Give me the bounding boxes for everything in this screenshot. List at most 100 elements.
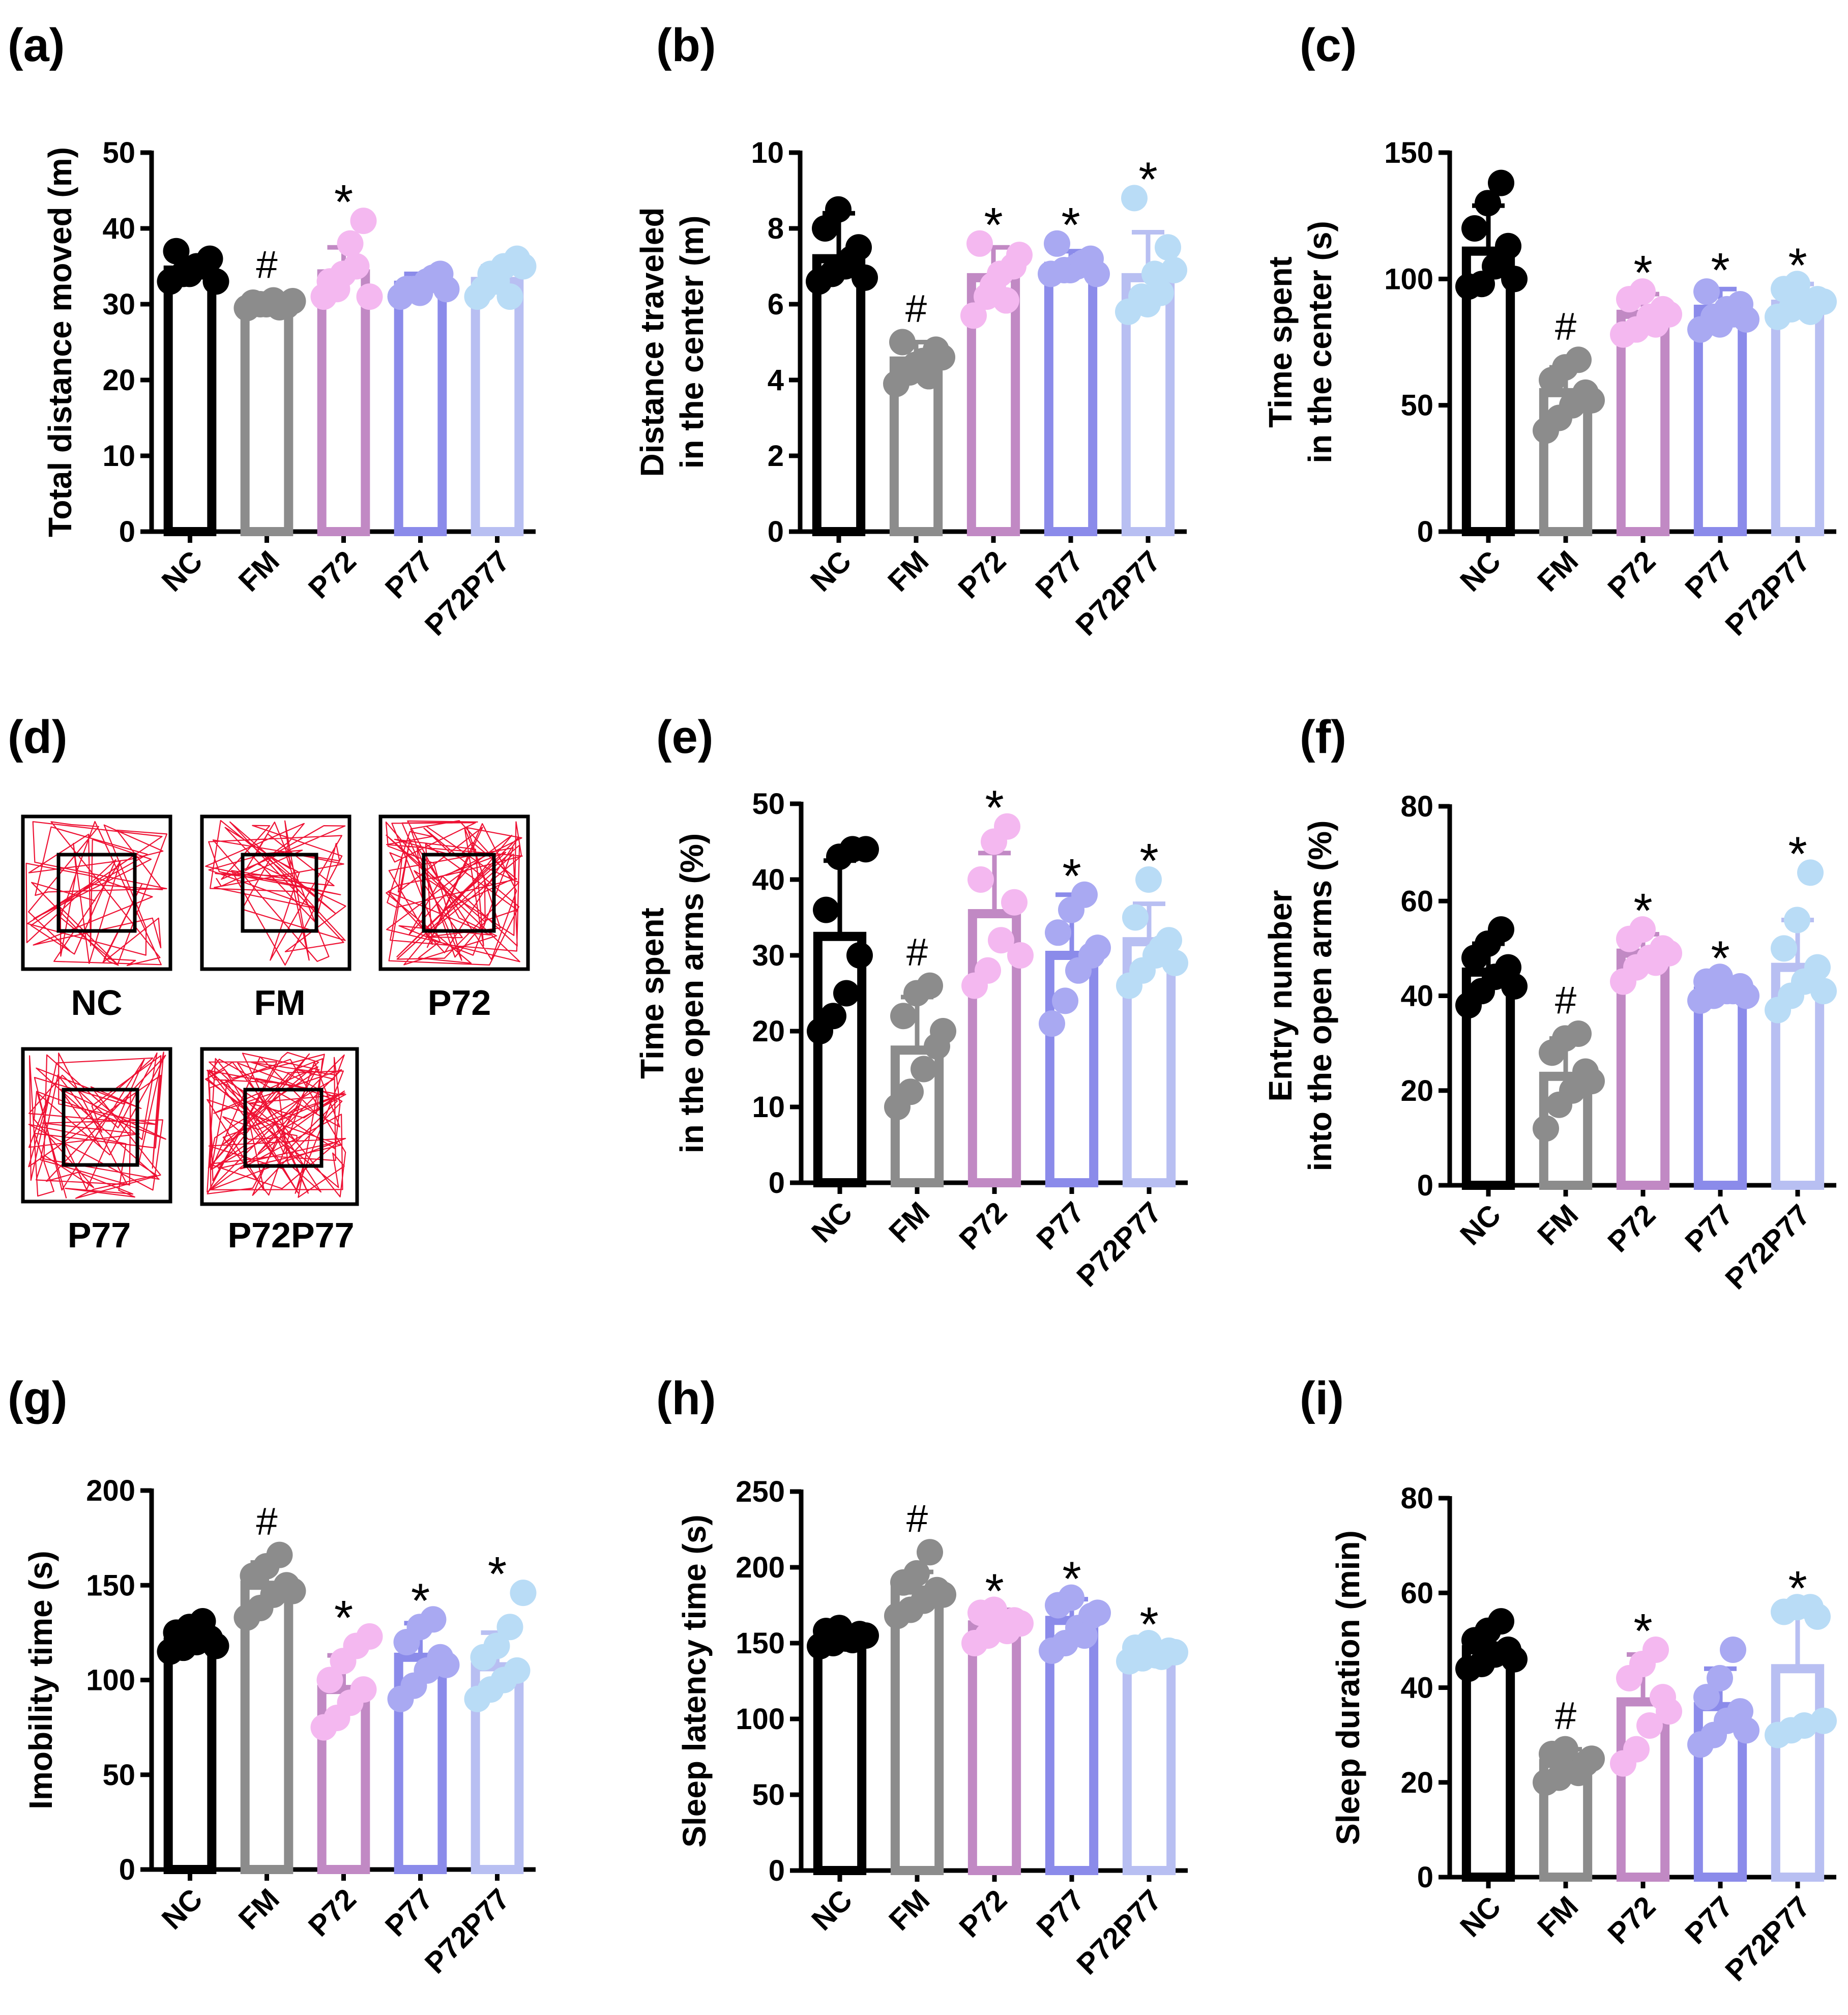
y-tick-label: 40: [752, 863, 785, 896]
track-caption-p72: P72: [428, 983, 491, 1023]
data-point: [1629, 278, 1656, 305]
y-tick-label: 80: [1400, 1482, 1433, 1515]
y-axis-title-line: Distance traveled: [634, 207, 670, 477]
data-point: [1810, 978, 1837, 1005]
chart-panel-h: (h) 0 50 100 150 200 250 Sleep latency time (s)…: [656, 1372, 1188, 1981]
y-axis-title-line: Total distance moved (m): [42, 147, 78, 537]
bar-fm: [240, 1581, 294, 1874]
x-category-label: P72P77: [1070, 1883, 1168, 1981]
bar-p72: [317, 269, 370, 537]
data-point: [1810, 288, 1837, 315]
y-tick-label: 200: [736, 1551, 785, 1584]
x-category-label: P77: [379, 1882, 439, 1943]
data-point: [1733, 306, 1759, 333]
x-category-label: P77: [1030, 1195, 1091, 1256]
track-caption-p72p77: P72P77: [227, 1215, 354, 1255]
bar-nc: [813, 1631, 867, 1876]
y-tick-label: 0: [768, 515, 784, 548]
data-point: [420, 1606, 447, 1633]
data-point: [1488, 1608, 1514, 1635]
data-point: [1733, 982, 1759, 1009]
data-point: [1121, 185, 1148, 212]
data-point: [1501, 1646, 1528, 1673]
y-tick-label: 40: [102, 212, 135, 245]
x-category-label: P72P77: [1719, 544, 1816, 642]
significance-hash: #: [256, 243, 277, 286]
x-category-label: FM: [232, 1882, 286, 1936]
significance-star: *: [985, 781, 1004, 835]
bar-p72p77: [1771, 1664, 1825, 1882]
data-point: [1501, 266, 1528, 293]
data-point: [202, 1632, 229, 1659]
x-category-label: NC: [1454, 1890, 1507, 1943]
y-axis-title-line: into the open arms (%): [1302, 821, 1338, 1172]
y-tick-label: 8: [768, 212, 784, 245]
x-category-label: P77: [1679, 1198, 1739, 1259]
y-axis-title-line: Sleep duration (min): [1330, 1530, 1366, 1845]
y-tick-label: 4: [768, 364, 784, 397]
chart-panel-f: (f) 0 20 40 60 80 Entry numberinto the open ar…: [1262, 711, 1837, 1296]
x-category-label: FM: [883, 1195, 936, 1249]
bar-fm: [240, 300, 294, 536]
y-tick-label: 50: [752, 787, 785, 821]
chart-panel-g: (g) 0 50 100 150 200 Imobility time (s) NC # FM * P…: [8, 1372, 537, 1980]
data-point: [1797, 859, 1824, 886]
data-point: [504, 1657, 531, 1684]
data-point: [1044, 230, 1070, 257]
y-tick-label: 100: [86, 1664, 135, 1697]
data-point: [1135, 866, 1162, 893]
y-axis-title: Time spentin the open arms (%): [634, 833, 710, 1153]
data-point: [337, 230, 364, 257]
track-caption-nc: NC: [71, 983, 122, 1023]
y-axis-title-line: Sleep latency time (s): [676, 1514, 713, 1847]
trajectory-path: [25, 821, 168, 966]
x-category-label: P72: [952, 544, 1012, 605]
significance-star: *: [488, 1547, 507, 1601]
track-image-p72: P72: [378, 814, 530, 1023]
x-category-label: P72: [302, 544, 363, 605]
significance-star: *: [1711, 931, 1729, 985]
y-tick-label: 0: [769, 1166, 785, 1200]
data-point: [930, 1581, 956, 1608]
data-point: [1488, 916, 1514, 943]
data-point: [1578, 1745, 1605, 1772]
data-point: [1122, 904, 1149, 931]
y-axis-title-line: Time spent: [634, 908, 670, 1079]
bar-nc: [813, 931, 867, 1187]
y-tick-label: 2: [768, 440, 784, 473]
panel-d-tracks: (d) NC FM P72 P77: [8, 711, 530, 1255]
x-category-label: P77: [1679, 544, 1739, 605]
x-category-label: NC: [155, 544, 209, 598]
data-point: [911, 1056, 937, 1083]
chart-panel-b: (b) 0 2 4 6 8 10 Distance traveledin the center…: [634, 19, 1187, 642]
x-category-label: NC: [155, 1882, 209, 1936]
y-axis-title-line: in the center (m): [673, 216, 710, 469]
significance-star: *: [1633, 246, 1652, 300]
data-point: [916, 363, 942, 390]
bar-p77: [394, 280, 447, 536]
data-point: [1084, 935, 1111, 961]
data-point: [1623, 1736, 1650, 1763]
significance-hash: #: [906, 1497, 928, 1540]
x-category-label: P72: [1601, 1890, 1662, 1950]
y-axis-title: Time spentin the center (s): [1262, 221, 1338, 463]
bar-nc: [163, 265, 217, 536]
data-point: [975, 957, 1001, 984]
x-category-label: NC: [1454, 1198, 1507, 1251]
significance-hash: #: [1555, 305, 1576, 348]
data-point: [1552, 1736, 1578, 1763]
x-category-label: P72: [953, 1195, 1013, 1256]
data-point: [1461, 215, 1488, 242]
y-tick-label: 250: [736, 1475, 785, 1508]
significance-star: *: [1062, 1552, 1081, 1607]
data-point: [1162, 1639, 1188, 1666]
x-category-label: NC: [1454, 544, 1507, 598]
bar-nc: [163, 1638, 217, 1874]
y-tick-label: 0: [769, 1854, 785, 1887]
bar-p77: [1044, 261, 1098, 536]
x-category-label: FM: [1531, 1890, 1585, 1943]
trajectory-path: [28, 1052, 166, 1199]
track-image-p77: P77: [21, 1047, 172, 1255]
x-category-label: FM: [232, 544, 286, 598]
significance-hash: #: [906, 931, 928, 974]
